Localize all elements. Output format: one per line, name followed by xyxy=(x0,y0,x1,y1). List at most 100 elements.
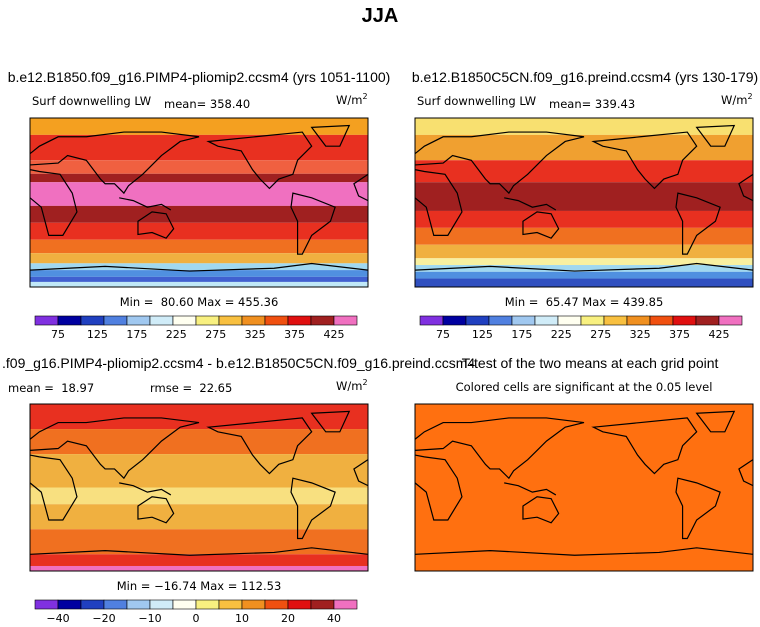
map-field xyxy=(415,210,753,228)
panel-title: b.e12.B1850C5CN.f09_g16.preind.ccsm4 (yr… xyxy=(412,69,758,85)
colorbar-box xyxy=(419,315,444,326)
panel: b.e12.B1850C5CN.f09_g16.preind.ccsm4 (yr… xyxy=(412,69,758,341)
map-field xyxy=(30,205,368,223)
colorbar-box xyxy=(488,315,513,326)
map-field xyxy=(415,227,753,245)
colorbar-label: −20 xyxy=(92,612,115,625)
colorbar-label: 275 xyxy=(205,328,226,341)
units-exponent: 2 xyxy=(362,378,367,387)
colorbar-label: 375 xyxy=(284,328,305,341)
colorbar: −40 −20 −10 0 10 20 40 xyxy=(34,599,358,625)
map-frame xyxy=(414,117,754,288)
map xyxy=(414,403,754,572)
colorbar-box xyxy=(103,599,128,610)
colorbar-box xyxy=(580,315,605,326)
colorbar-box xyxy=(287,315,312,326)
colorbar-box xyxy=(264,315,289,326)
units-base: W/m xyxy=(336,379,362,393)
colorbar-label: 325 xyxy=(245,328,266,341)
colorbar-box xyxy=(718,315,743,326)
panel: T-test of the two means at each grid poi… xyxy=(414,355,754,572)
colorbar-label: 175 xyxy=(511,328,532,341)
units-base: W/m xyxy=(721,93,747,107)
colorbar-label: 125 xyxy=(472,328,493,341)
map-field xyxy=(415,265,753,272)
colorbar-box xyxy=(310,315,335,326)
units-exponent: 2 xyxy=(362,92,367,101)
colorbar-box xyxy=(511,315,536,326)
map-field xyxy=(415,182,753,211)
map-field xyxy=(415,118,753,135)
variable-label: Surf downwelling LW xyxy=(417,94,536,108)
variable-label: Surf downwelling LW xyxy=(32,94,151,108)
colorbar-box xyxy=(149,599,174,610)
colorbar-box xyxy=(672,315,697,326)
map-field xyxy=(30,182,368,206)
colorbar-label: 175 xyxy=(126,328,147,341)
min-max-label: Min = 80.60 Max = 455.36 xyxy=(120,295,279,309)
colorbar-box xyxy=(465,315,490,326)
panel-title: b.e12.B1850.f09_g16.PIMP4-pliomip2.ccsm4… xyxy=(8,69,391,85)
min-max-label: Min = 65.47 Max = 439.85 xyxy=(505,295,664,309)
map-field xyxy=(30,253,368,264)
colorbar-box xyxy=(149,315,174,326)
map-field xyxy=(30,239,368,254)
colorbar-box xyxy=(241,315,266,326)
colorbar-box xyxy=(172,315,197,326)
colorbar-label: 0 xyxy=(193,612,200,625)
colorbar-box xyxy=(264,599,289,610)
min-max-label: Min = −16.74 Max = 112.53 xyxy=(117,579,282,593)
map-field xyxy=(415,404,753,571)
map-field xyxy=(30,173,368,183)
colorbar-box xyxy=(80,315,105,326)
colorbar-box xyxy=(534,315,559,326)
panel: .f09_g16.PIMP4-pliomip2.ccsm4 - b.e12.B1… xyxy=(2,355,475,625)
colorbar-label: 125 xyxy=(87,328,108,341)
colorbar-label: 10 xyxy=(235,612,249,625)
figure-title: JJA xyxy=(362,5,399,27)
colorbar-box xyxy=(57,315,82,326)
map-field xyxy=(30,429,368,455)
colorbar-box xyxy=(103,315,128,326)
colorbar-box xyxy=(241,599,266,610)
map-field xyxy=(30,263,368,271)
map-field xyxy=(30,281,368,287)
colorbar-label: −40 xyxy=(46,612,69,625)
map-frame xyxy=(29,403,369,572)
map-field xyxy=(30,134,368,161)
colorbar-box xyxy=(126,315,151,326)
panel-subtitle: Colored cells are significant at the 0.0… xyxy=(456,380,713,394)
stat-label: mean = 18.97 xyxy=(8,381,94,395)
map-field xyxy=(415,244,753,259)
units: W/m2 xyxy=(721,92,753,107)
colorbar-box xyxy=(195,599,220,610)
colorbar-box xyxy=(333,599,358,610)
map-field xyxy=(30,270,368,277)
map-field xyxy=(30,565,368,571)
colorbar-box xyxy=(333,315,358,326)
map xyxy=(414,117,754,288)
mean-label: mean= 339.43 xyxy=(549,97,635,111)
colorbar-box xyxy=(557,315,582,326)
colorbar-box xyxy=(126,599,151,610)
panel: b.e12.B1850.f09_g16.PIMP4-pliomip2.ccsm4… xyxy=(8,69,391,341)
colorbar-box xyxy=(57,599,82,610)
colorbar-label: 425 xyxy=(324,328,345,341)
colorbar-box xyxy=(695,315,720,326)
colorbar-label: 20 xyxy=(281,612,295,625)
colorbar-box xyxy=(649,315,674,326)
map-field xyxy=(415,278,753,287)
units: W/m2 xyxy=(336,378,368,393)
colorbar-box xyxy=(80,599,105,610)
colorbar-box xyxy=(218,599,243,610)
map-field xyxy=(415,134,753,161)
colorbar-box xyxy=(310,599,335,610)
map-field xyxy=(30,529,368,555)
colorbar-box xyxy=(218,315,243,326)
colorbar-label: 75 xyxy=(51,328,65,341)
colorbar-label: −10 xyxy=(138,612,161,625)
colorbar-box xyxy=(34,599,59,610)
colorbar: 75 125 175 225 275 325 375 425 xyxy=(34,315,358,341)
units: W/m2 xyxy=(336,92,368,107)
